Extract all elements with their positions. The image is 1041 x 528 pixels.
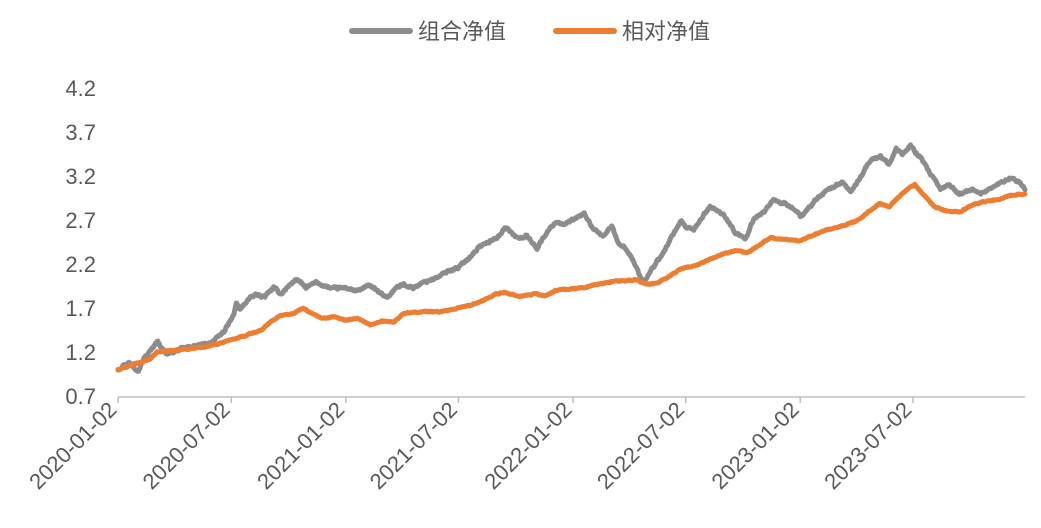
x-tick-label: 2021-01-02 — [252, 397, 349, 494]
x-tick-label: 2023-01-02 — [707, 397, 804, 494]
x-axis: 2020-01-02 2020-07-02 2021-01-02 2021-07-02… — [24, 396, 1025, 494]
x-tick-label: 2020-01-02 — [24, 397, 121, 494]
y-tick-label: 1.7 — [65, 296, 96, 321]
x-tick-label: 2021-07-02 — [365, 397, 462, 494]
legend: 组合净值 相对净值 — [349, 20, 710, 45]
y-tick-label: 2.7 — [65, 208, 96, 233]
x-tick-label: 2022-07-02 — [592, 397, 689, 494]
x-tick-label: 2023-07-02 — [819, 397, 916, 494]
y-tick-label: 4.2 — [65, 76, 96, 101]
legend-label-relative: 相对净值 — [622, 20, 710, 45]
y-axis: 0.7 1.2 1.7 2.2 2.7 3.2 3.7 4.2 — [65, 76, 96, 409]
y-tick-label: 3.2 — [65, 164, 96, 189]
y-tick-label: 1.2 — [65, 340, 96, 365]
x-tick-label: 2022-01-02 — [479, 397, 576, 494]
y-tick-label: 0.7 — [65, 384, 96, 409]
x-tick-label: 2020-07-02 — [138, 397, 235, 494]
y-tick-label: 2.2 — [65, 252, 96, 277]
legend-label-portfolio: 组合净值 — [418, 20, 506, 45]
series-line-portfolio — [115, 142, 1028, 374]
series-line-relative — [115, 181, 1028, 373]
series-layer — [115, 142, 1028, 374]
y-tick-label: 3.7 — [65, 120, 96, 145]
